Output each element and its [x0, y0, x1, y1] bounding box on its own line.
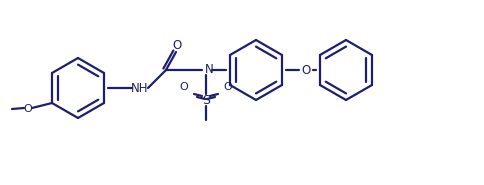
Text: S: S — [201, 93, 210, 107]
Text: O: O — [172, 38, 181, 51]
Text: O: O — [223, 82, 232, 92]
Text: O: O — [179, 82, 188, 92]
Text: N: N — [204, 63, 213, 75]
Text: O: O — [24, 104, 32, 114]
Text: NH: NH — [131, 82, 149, 95]
Text: O: O — [301, 63, 310, 77]
